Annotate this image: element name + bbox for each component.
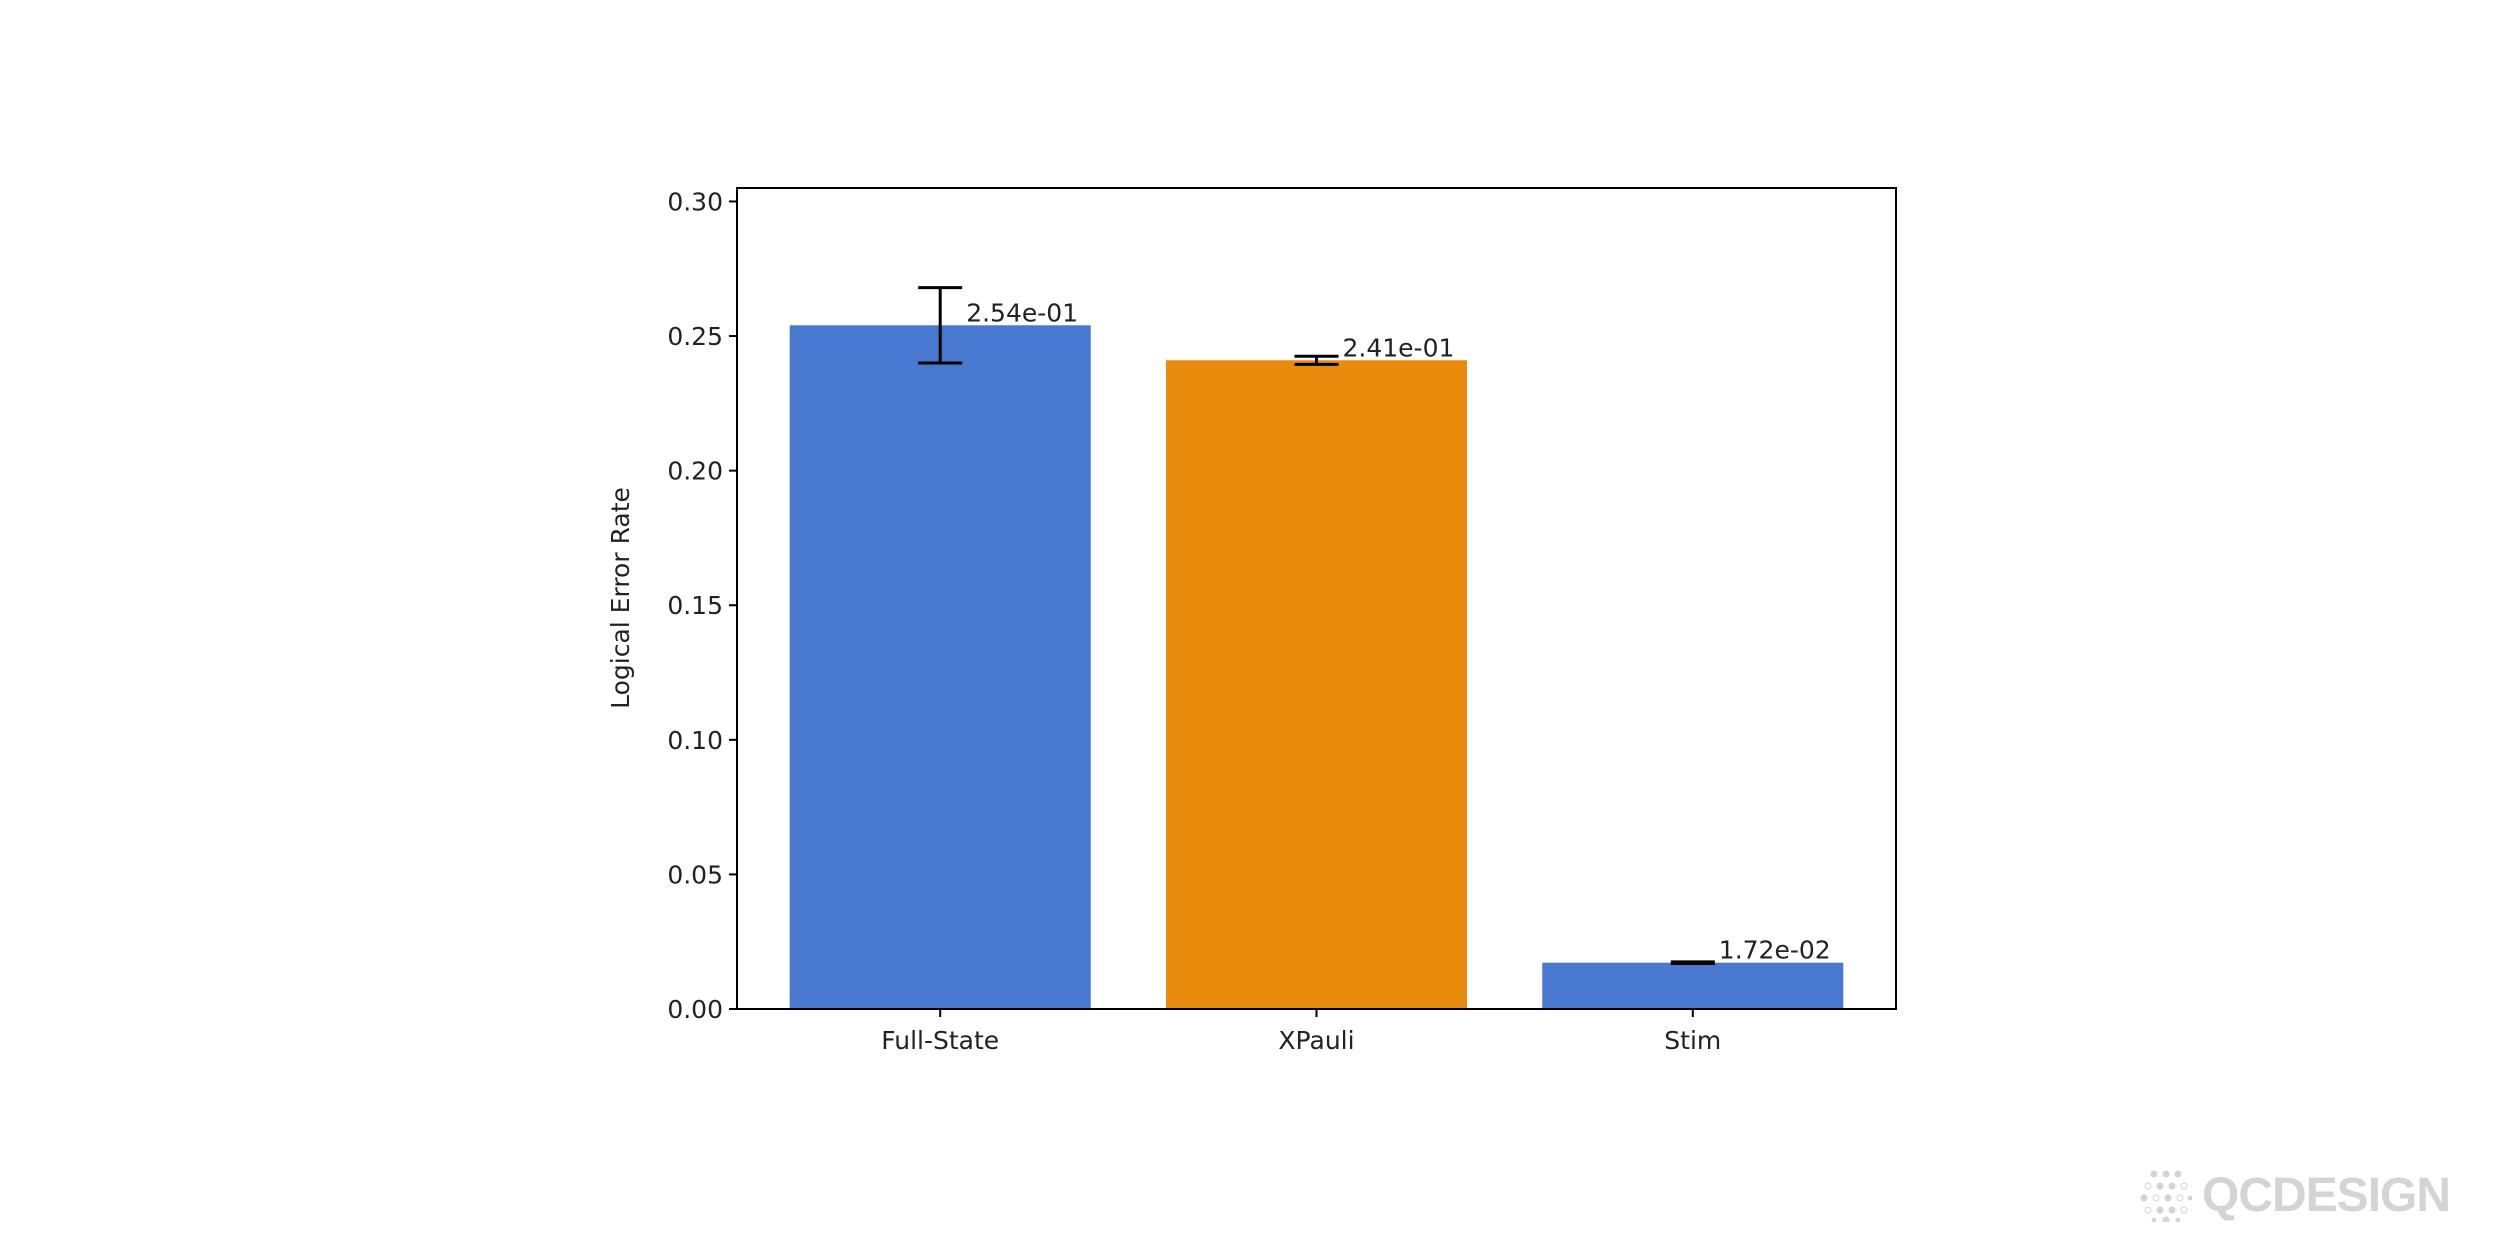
y-tick-label: 0.30	[667, 187, 723, 216]
y-tick-label: 0.15	[667, 591, 723, 620]
y-tick-label: 0.00	[667, 995, 723, 1024]
y-tick-label: 0.20	[667, 457, 723, 486]
x-tick-label: Full-State	[881, 1026, 999, 1055]
y-tick-label: 0.05	[667, 860, 723, 889]
value-label: 2.41e-01	[1343, 333, 1455, 362]
value-label: 1.72e-02	[1719, 936, 1831, 965]
watermark-text: QCDESIGN	[2202, 1169, 2451, 1222]
y-axis-label: Logical Error Rate	[606, 487, 635, 709]
y-tick-label: 0.25	[667, 322, 723, 351]
x-tick-label: Stim	[1664, 1026, 1721, 1055]
axes-frame	[736, 187, 1897, 1010]
bar-full-state	[789, 325, 1091, 1009]
dot-grid-logo-icon	[2140, 1170, 2192, 1222]
qcdesign-watermark: QCDESIGN	[2140, 1168, 2451, 1223]
bar-stim	[1542, 962, 1844, 1009]
value-label: 2.54e-01	[966, 298, 1078, 327]
y-tick-label: 0.10	[667, 726, 723, 755]
bar-xpauli	[1165, 360, 1468, 1010]
x-tick-label: XPauli	[1278, 1026, 1354, 1055]
